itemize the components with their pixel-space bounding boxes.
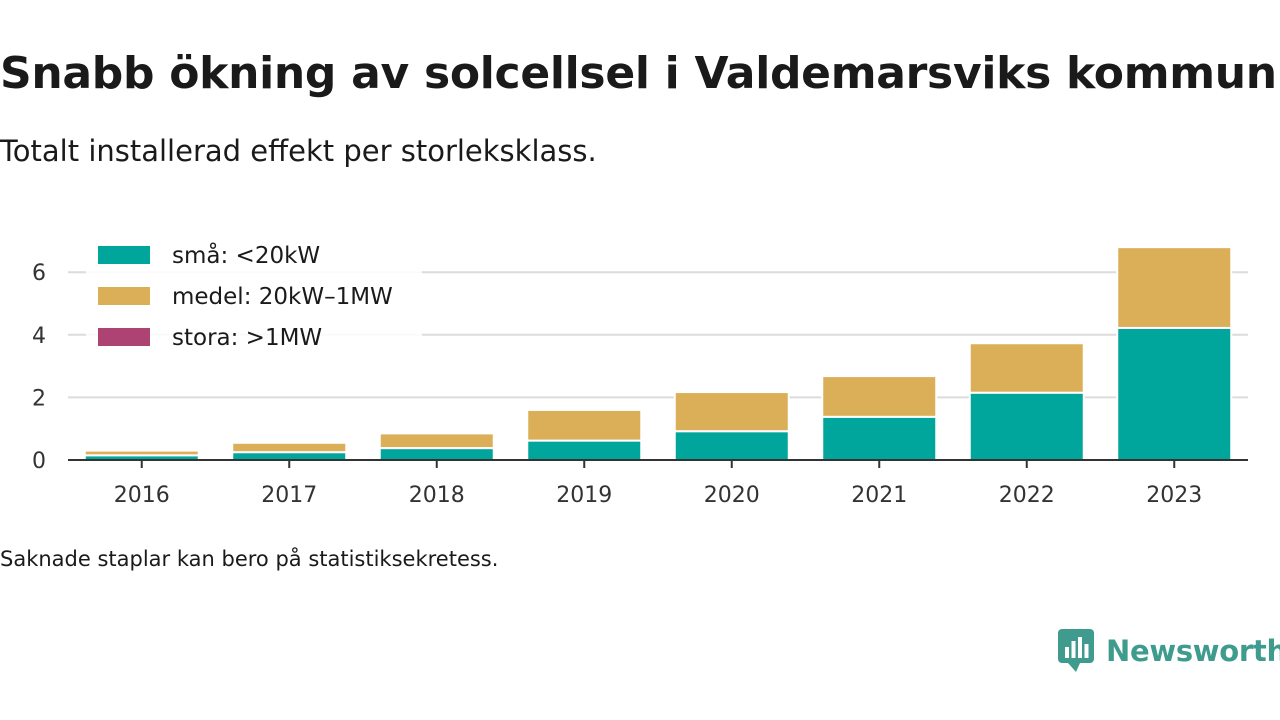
y-tick-label: 6 (32, 261, 46, 286)
bar-segment (378, 447, 495, 461)
y-tick-label: 0 (32, 449, 46, 474)
x-tick-label: 2019 (556, 483, 612, 508)
legend-swatch (98, 246, 150, 264)
legend-label: medel: 20kW–1MW (172, 284, 393, 310)
newsworthy-logo-icon (1058, 629, 1094, 672)
axes: 0 2 4 6 2016 2017 2018 2019 2020 2021 2022 2023 (32, 261, 1248, 508)
legend: små: <20kW medel: 20kW–1MW stora: >1MW (86, 230, 422, 358)
brand-logo: Newsworthy (1058, 628, 1280, 674)
bar-segment (83, 449, 200, 457)
y-tick-label: 2 (32, 386, 46, 411)
x-tick-label: 2018 (409, 483, 465, 508)
bar-segment (526, 408, 643, 442)
bars (83, 246, 1233, 462)
bar-segment (1116, 326, 1233, 461)
x-tick-label: 2023 (1146, 483, 1202, 508)
bar-segment (673, 430, 790, 462)
x-tick-label: 2022 (999, 483, 1055, 508)
bar-segment (673, 391, 790, 433)
bar-segment (821, 415, 938, 461)
x-tick-label: 2020 (704, 483, 760, 508)
bar-segment (231, 441, 348, 454)
x-tick-label: 2017 (261, 483, 317, 508)
x-tick-label: 2016 (114, 483, 170, 508)
brand-name: Newsworthy (1106, 634, 1280, 668)
bar-segment (378, 432, 495, 450)
chart-title: Snabb ökning av solcellsel i Valdemarsvi… (0, 48, 1277, 99)
y-tick-label: 4 (32, 324, 46, 349)
footnote: Saknade staplar kan bero på statistiksek… (0, 547, 499, 571)
bar-segment (1116, 246, 1233, 329)
x-tick-label: 2021 (851, 483, 907, 508)
stacked-bar-chart: 0 2 4 6 2016 2017 2018 2019 2020 2021 2022 2023 små… (32, 230, 1248, 508)
bar-segment (968, 391, 1085, 461)
legend-label: små: <20kW (172, 241, 320, 269)
legend-swatch (98, 287, 150, 305)
legend-swatch (98, 328, 150, 346)
bar-segment (526, 439, 643, 461)
chart-subtitle: Totalt installerad effekt per storlekskl… (0, 134, 597, 168)
bar-segment (821, 375, 938, 418)
bar-segment (231, 451, 348, 461)
bar-segment (968, 342, 1085, 394)
legend-label: stora: >1MW (172, 325, 322, 351)
